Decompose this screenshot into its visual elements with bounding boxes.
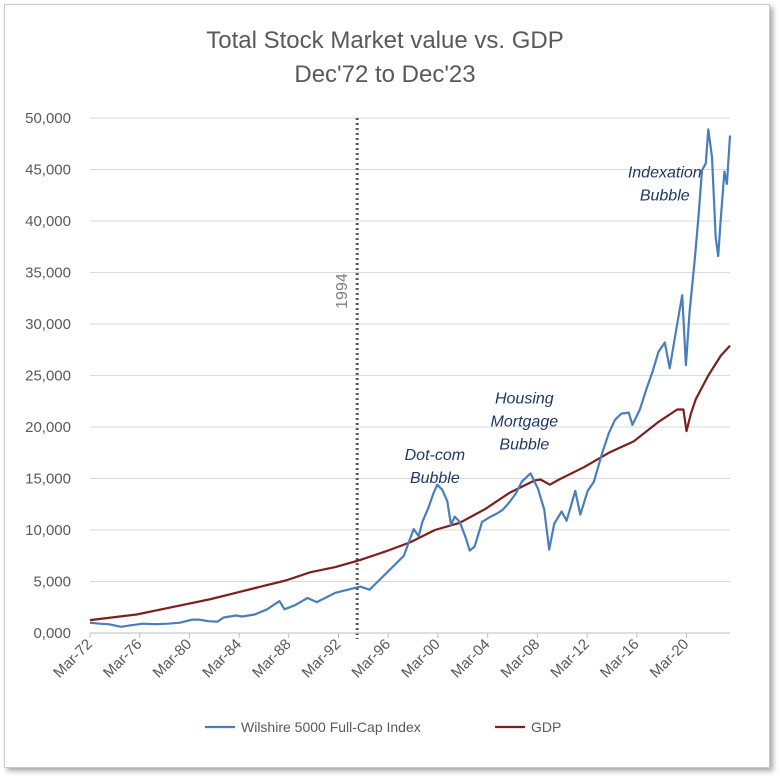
y-tick-label: 20,000 bbox=[25, 419, 71, 436]
series-wilshire-line bbox=[89, 128, 732, 628]
y-tick-label: 15,000 bbox=[25, 471, 71, 488]
legend-label: Wilshire 5000 Full-Cap Index bbox=[241, 719, 421, 735]
chart-svg: Total Stock Market value vs. GDP Dec'72 … bbox=[25, 27, 732, 735]
x-tick-label: Mar-20 bbox=[647, 636, 693, 682]
annotation-2-line-0: Indexation bbox=[628, 165, 702, 182]
x-tick-label: Mar-80 bbox=[150, 636, 196, 682]
y-tick-label: 50,000 bbox=[25, 110, 71, 127]
x-tick-label: Mar-76 bbox=[100, 636, 146, 682]
x-tick-label: Mar-92 bbox=[299, 636, 345, 682]
y-tick-label: 25,000 bbox=[25, 368, 71, 385]
annotation-0-line-1: Bubble bbox=[410, 470, 460, 487]
y-tick-label: 5,000 bbox=[33, 574, 71, 591]
y-tick-label: 0,000 bbox=[33, 625, 71, 642]
annotation-1-line-2: Bubble bbox=[499, 436, 549, 453]
series-gdp-line bbox=[89, 344, 731, 622]
chart-title-line-1: Total Stock Market value vs. GDP bbox=[206, 27, 563, 54]
y-tick-label: 45,000 bbox=[25, 162, 71, 179]
annotation-0-line-0: Dot-com bbox=[405, 447, 465, 464]
y-tick-label: 40,000 bbox=[25, 213, 71, 230]
x-tick-label: Mar-96 bbox=[348, 636, 394, 682]
x-tick-label: Mar-04 bbox=[448, 636, 494, 682]
x-tick-label: Mar-12 bbox=[547, 636, 593, 682]
chart-title-line-2: Dec'72 to Dec'23 bbox=[294, 61, 475, 88]
y-tick-label: 35,000 bbox=[25, 265, 71, 282]
annotation-1-line-0: Housing bbox=[495, 390, 554, 407]
marker-label-1994: 1994 bbox=[334, 273, 351, 309]
legend-label: GDP bbox=[531, 719, 561, 735]
annotation-2-line-1: Bubble bbox=[640, 188, 690, 205]
x-tick-label: Mar-88 bbox=[249, 636, 295, 682]
x-tick-label: Mar-84 bbox=[199, 636, 245, 682]
annotation-1-line-1: Mortgage bbox=[491, 413, 559, 430]
x-tick-label: Mar-72 bbox=[50, 636, 96, 682]
y-tick-label: 30,000 bbox=[25, 316, 71, 333]
x-tick-label: Mar-08 bbox=[498, 636, 544, 682]
x-tick-label: Mar-00 bbox=[398, 636, 444, 682]
y-tick-label: 10,000 bbox=[25, 522, 71, 539]
chart-frame: Total Stock Market value vs. GDP Dec'72 … bbox=[4, 4, 770, 768]
x-tick-label: Mar-16 bbox=[597, 636, 643, 682]
